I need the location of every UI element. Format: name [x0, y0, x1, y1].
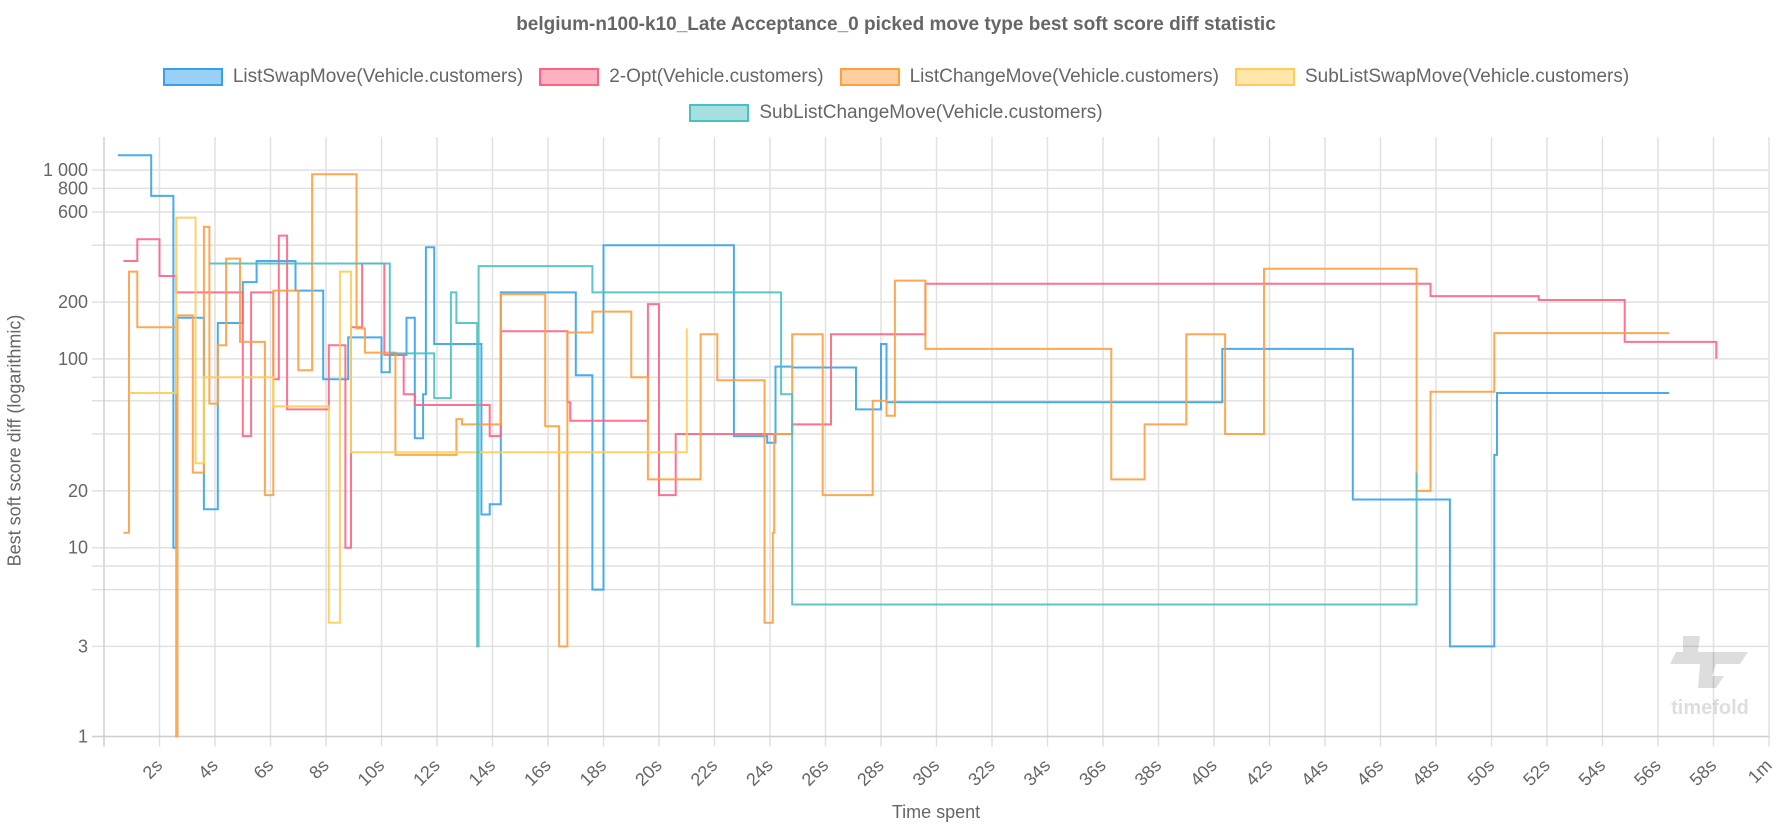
legend-swatch: [1234, 68, 1295, 86]
series-line-0: [117, 154, 1670, 648]
x-tick-label: 52s: [1519, 755, 1554, 790]
x-tick-label: 42s: [1242, 755, 1277, 790]
legend-item[interactable]: SubListSwapMove(Vehicle.customers): [1234, 66, 1630, 88]
logo-mark: [1670, 636, 1748, 688]
legend-item[interactable]: ListChangeMove(Vehicle.customers): [839, 66, 1219, 88]
series-line-2: [123, 173, 1670, 738]
x-tick-label: 10s: [354, 755, 389, 790]
timefold-logo: timefold: [1670, 636, 1749, 719]
x-tick-label: 18s: [576, 755, 611, 790]
series-line-3: [129, 216, 688, 624]
x-tick-label: 30s: [909, 755, 944, 790]
x-tick-label: 16s: [520, 755, 555, 790]
series-line-1: [123, 234, 1718, 549]
x-tick-label: 36s: [1075, 755, 1110, 790]
x-tick-label: 38s: [1131, 755, 1166, 790]
legend-swatch: [539, 68, 600, 86]
logo-text: timefold: [1671, 697, 1749, 719]
x-tick-label: 54s: [1575, 755, 1610, 790]
x-tick-label: 8s: [305, 755, 333, 783]
x-tick-label: 12s: [409, 755, 444, 790]
x-tick-label: 44s: [1297, 755, 1332, 790]
x-tick-label: 58s: [1686, 755, 1721, 790]
x-tick-label: 20s: [631, 755, 666, 790]
x-tick-label: 1m: [1744, 755, 1776, 787]
x-tick-label: 50s: [1464, 755, 1499, 790]
legend-label: SubListChangeMove(Vehicle.customers): [759, 102, 1103, 123]
legend-label: SubListSwapMove(Vehicle.customers): [1304, 66, 1630, 87]
chart-title: belgium-n100-k10_Late Acceptance_0 picke…: [516, 14, 1276, 35]
series-line-4: [209, 262, 1418, 648]
x-tick-label: 22s: [687, 755, 722, 790]
x-tick-label: 32s: [964, 755, 999, 790]
x-tick-label: 4s: [194, 755, 222, 783]
y-tick-label: 3: [78, 636, 88, 656]
legend-swatch: [839, 68, 900, 86]
y-tick-label: 600: [58, 202, 88, 222]
x-tick-label: 24s: [742, 755, 777, 790]
x-tick-label: 26s: [798, 755, 833, 790]
x-tick-label: 14s: [465, 755, 500, 790]
legend-label: ListChangeMove(Vehicle.customers): [909, 66, 1219, 87]
legend-swatch: [162, 68, 223, 86]
legend-label: ListSwapMove(Vehicle.customers): [232, 66, 524, 87]
legend: ListSwapMove(Vehicle.customers) 2-Opt(Veh…: [140, 66, 1652, 124]
legend-swatch: [689, 104, 750, 122]
x-tick-label: 6s: [250, 755, 278, 783]
x-tick-label: 46s: [1353, 755, 1388, 790]
y-tick-label: 20: [68, 481, 88, 501]
legend-item[interactable]: 2-Opt(Vehicle.customers): [539, 66, 824, 88]
x-tick-label: 34s: [1020, 755, 1055, 790]
y-tick-label: 800: [58, 178, 88, 198]
y-tick-label: 10: [68, 538, 88, 558]
legend-label: 2-Opt(Vehicle.customers): [609, 66, 824, 87]
x-tick-label: 40s: [1186, 755, 1221, 790]
x-tick-label: 2s: [139, 755, 167, 783]
legend-item[interactable]: SubListChangeMove(Vehicle.customers): [689, 102, 1103, 124]
x-axis-title: Time spent: [891, 802, 981, 822]
legend-item[interactable]: ListSwapMove(Vehicle.customers): [162, 66, 524, 88]
y-tick-label: 100: [58, 349, 88, 369]
x-tick-label: 28s: [853, 755, 888, 790]
y-tick-label: 1 000: [43, 160, 88, 180]
y-axis-title: Best soft score diff (logarithmic): [4, 314, 25, 567]
y-tick-label: 200: [58, 292, 88, 312]
x-tick-label: 56s: [1630, 755, 1665, 790]
x-tick-label: 48s: [1408, 755, 1443, 790]
y-tick-label: 1: [78, 727, 88, 747]
